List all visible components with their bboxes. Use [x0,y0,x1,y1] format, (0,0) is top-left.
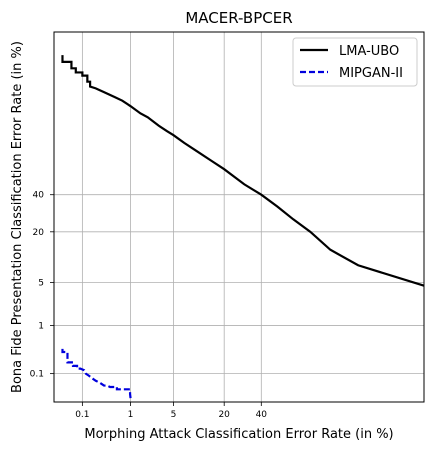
legend-label-mipgan-ii: MIPGAN-II [339,66,403,81]
y-tick-label: 5 [38,278,44,288]
series-line-lma-ubo [61,55,425,287]
legend: LMA-UBO MIPGAN-II [292,37,418,87]
x-axis-label: Morphing Attack Classification Error Rat… [84,427,393,442]
y-axis-label: Bona Fide Presentation Classification Er… [10,41,25,393]
y-tick-label: 0.1 [30,370,44,380]
x-tick-label: 0.1 [75,410,89,420]
x-tick-label: 1 [128,410,134,420]
x-tick-label: 20 [218,410,230,420]
x-tick-label: 40 [256,410,268,420]
y-tick-label: 20 [33,228,45,238]
x-tick-label: 5 [171,410,177,420]
series-line-mipgan-ii [61,348,132,399]
tick-layer: 0.1 1 5 20 40 0.1 1 5 20 40 [30,191,268,420]
plot-area [54,32,424,402]
series-layer [61,55,425,399]
y-tick-label: 1 [38,321,44,331]
chart-title: MACER-BPCER [185,9,292,27]
plot-frame [53,31,425,403]
grid [54,32,424,402]
legend-label-lma-ubo: LMA-UBO [339,44,399,59]
y-tick-label: 40 [33,191,45,201]
